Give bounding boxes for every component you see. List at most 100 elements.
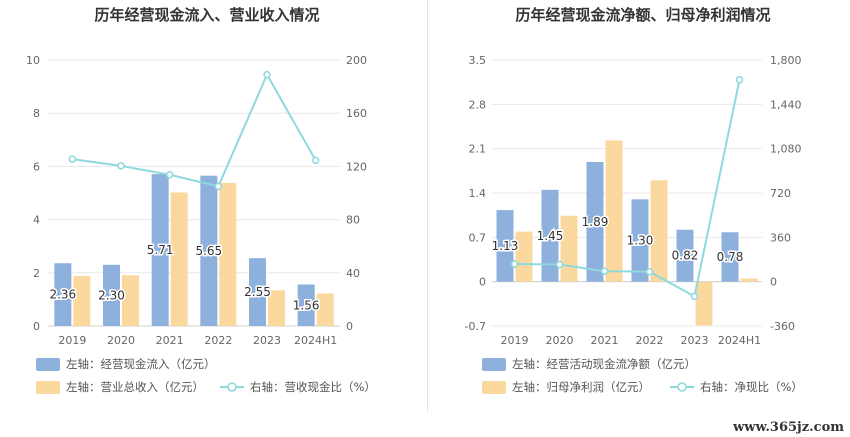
chart-title: 历年经营现金流入、营业收入情况 <box>94 6 319 24</box>
bar-left-2024H1 <box>297 284 315 326</box>
panel-divider <box>427 0 428 412</box>
bar-right-2024H1 <box>316 293 334 326</box>
right-axis-tick-label: 200 <box>346 54 367 67</box>
x-tick-label: 2019 <box>58 334 86 347</box>
bar-data-label: 5.71 <box>147 243 174 257</box>
left-axis-tick-label: 1.4 <box>469 187 487 200</box>
bar-left-2023 <box>676 229 694 282</box>
chart-title: 历年经营现金流净额、归母净利润情况 <box>515 6 770 24</box>
left-axis-tick-label: 6 <box>33 160 40 173</box>
bar-data-label: 1.89 <box>582 215 609 229</box>
bar-left-2019 <box>496 210 514 282</box>
bar-left-2019 <box>54 263 72 326</box>
right-axis-tick-label: 1,440 <box>770 98 802 111</box>
right-axis-tick-label: 80 <box>346 214 360 227</box>
legend-swatch <box>36 358 60 371</box>
bar-left-2021 <box>151 174 169 326</box>
ratio-line <box>514 79 741 298</box>
bar-left-2022 <box>200 175 218 326</box>
ratio-point-2020 <box>555 260 564 269</box>
ratio-point-2024H1 <box>311 156 320 165</box>
bar-right-2021 <box>605 140 623 282</box>
bar-data-label: 0.78 <box>717 250 744 264</box>
x-tick-label: 2020 <box>546 334 574 347</box>
x-tick-label: 2023 <box>681 334 709 347</box>
left-axis-tick-label: 0 <box>479 276 486 289</box>
right-axis-tick-label: 0 <box>770 276 777 289</box>
legend-label: 左轴：归母净利润（亿元） <box>512 380 650 394</box>
legend-swatch <box>482 381 506 394</box>
bar-data-label: 1.30 <box>627 234 654 248</box>
left-axis-tick-label: 2.8 <box>469 98 487 111</box>
legend-swatch <box>36 381 60 394</box>
legend-label: 左轴：营业总收入（亿元） <box>66 380 204 394</box>
ratio-point-2019 <box>510 260 519 268</box>
legend-label: 右轴：净现比（%） <box>700 380 803 394</box>
ratio-line <box>72 72 317 188</box>
bar-left-2022 <box>631 199 649 282</box>
x-tick-label: 2022 <box>204 334 232 347</box>
legend-label: 右轴：营收现金比（%） <box>250 380 376 394</box>
right-axis-tick-label: 40 <box>346 267 360 280</box>
bar-right-2019 <box>73 275 91 326</box>
left-axis-tick-label: 3.5 <box>469 54 487 67</box>
bar-data-label: 0.82 <box>672 249 699 263</box>
legend-line-marker <box>677 382 687 392</box>
bar-data-label: 2.55 <box>244 285 271 299</box>
bar-left-2024H1 <box>721 232 739 282</box>
bar-data-label: 1.56 <box>293 298 320 312</box>
ratio-point-2022 <box>214 182 223 191</box>
bar-data-label: 5.65 <box>195 244 222 258</box>
ratio-point-2023 <box>690 292 699 301</box>
legend-swatch <box>482 358 506 371</box>
x-tick-label: 2021 <box>156 334 184 347</box>
bar-left-2020 <box>541 189 559 282</box>
ratio-point-2022 <box>645 267 654 276</box>
bar-right-2022 <box>219 182 237 326</box>
bar-right-2020 <box>122 275 139 326</box>
right-axis-tick-label: 160 <box>346 107 367 120</box>
legend-label: 左轴：经营现金流入（亿元） <box>66 357 216 371</box>
bar-data-label: 2.30 <box>98 288 125 302</box>
x-tick-label: 2020 <box>107 334 135 347</box>
bar-right-2019 <box>515 231 533 282</box>
left-axis-tick-label: 2.1 <box>469 143 487 156</box>
ratio-point-2019 <box>68 155 77 163</box>
watermark-text: www.365jz.com <box>733 420 844 435</box>
left-axis-tick-label: 0.7 <box>469 231 487 244</box>
left-axis-tick-label: 10 <box>26 54 40 67</box>
left-axis-tick-label: 2 <box>33 267 40 280</box>
bar-data-label: 1.13 <box>492 239 519 253</box>
right-axis-tick-label: 720 <box>770 187 791 200</box>
bar-data-label: 1.45 <box>537 229 564 243</box>
left-axis-tick-label: 4 <box>33 214 40 227</box>
bar-right-2022 <box>650 180 668 282</box>
right-axis-tick-label: 1,080 <box>770 143 802 156</box>
bar-data-label: 2.36 <box>49 288 76 302</box>
left-axis-tick-label: 0 <box>33 320 40 333</box>
bar-right-2020 <box>560 215 578 282</box>
right-axis-tick-label: 120 <box>346 160 367 173</box>
legend-line-marker <box>227 382 237 392</box>
x-tick-label: 2024H1 <box>718 334 761 347</box>
x-tick-label: 2022 <box>636 334 664 347</box>
bar-right-2024H1 <box>740 278 758 282</box>
right-axis-tick-label: 360 <box>770 231 791 244</box>
left-axis-tick-label: 8 <box>33 107 40 120</box>
bar-right-2023 <box>268 290 285 326</box>
bar-left-2021 <box>586 161 604 282</box>
right-axis-tick-label: 1,800 <box>770 54 802 67</box>
ratio-point-2021 <box>600 267 609 275</box>
bar-left-2020 <box>103 264 120 326</box>
chart-panel-2: 历年经营现金流净额、归母净利润情况 -0.7 0 0.7 1.4 2.1 2.8 3.5 -36… <box>465 6 803 394</box>
bar-right-2023 <box>695 281 713 326</box>
bar-left-2023 <box>249 258 266 326</box>
x-tick-label: 2021 <box>591 334 619 347</box>
x-tick-label: 2023 <box>253 334 281 347</box>
ratio-point-2023 <box>263 70 271 79</box>
right-axis-tick-label: 0 <box>346 320 353 333</box>
x-tick-label: 2024H1 <box>294 334 337 347</box>
left-axis-tick-label: -0.7 <box>465 320 486 333</box>
x-tick-label: 2019 <box>501 334 529 347</box>
chart-panel-1: 历年经营现金流入、营业收入情况 0 2 4 6 8 10 0 40 80 120 160 200 2019… <box>26 6 376 394</box>
